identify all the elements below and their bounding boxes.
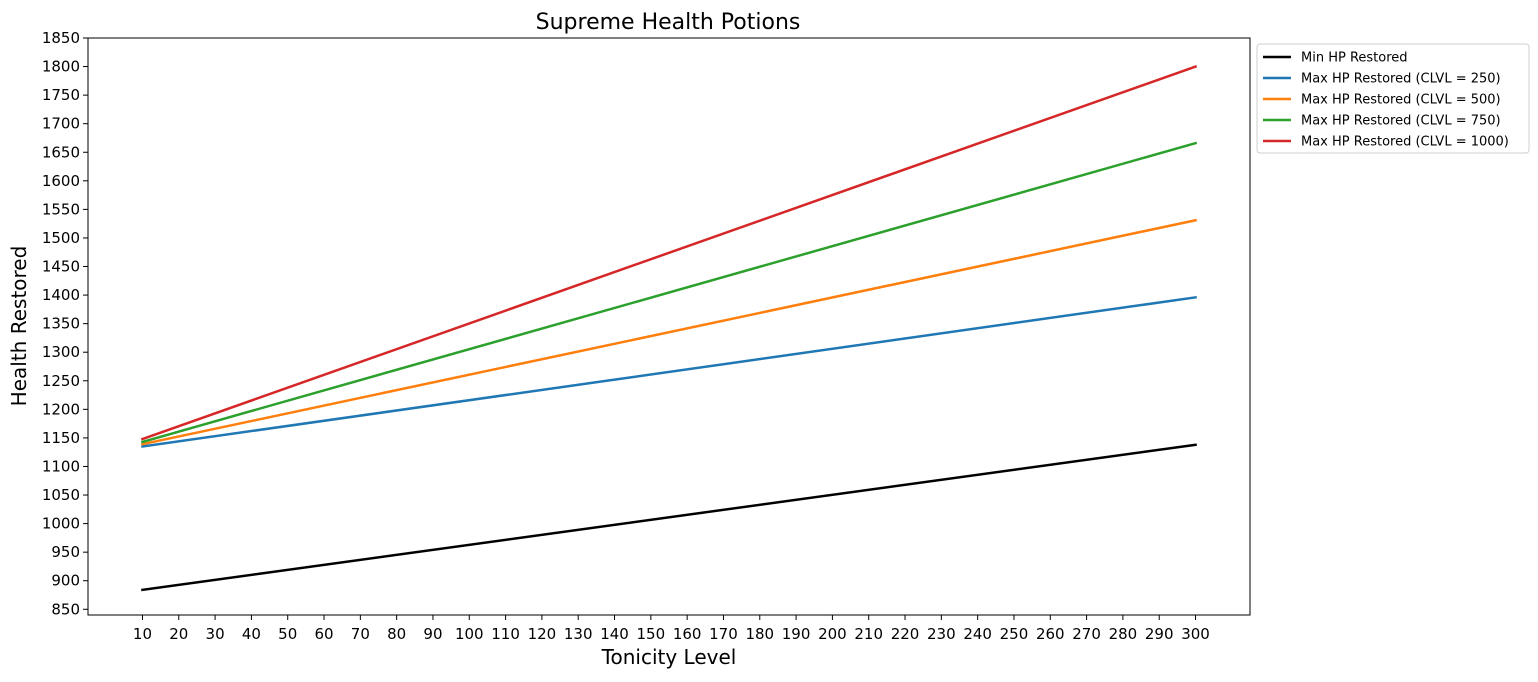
y-tick-label: 1300 bbox=[42, 343, 80, 361]
x-tick-label: 250 bbox=[1000, 625, 1029, 643]
y-tick-label: 1250 bbox=[42, 372, 80, 390]
x-tick-label: 30 bbox=[206, 625, 225, 643]
x-tick-label: 130 bbox=[564, 625, 593, 643]
y-tick-label: 1700 bbox=[42, 115, 80, 133]
x-tick-label: 210 bbox=[854, 625, 883, 643]
x-tick-label: 80 bbox=[387, 625, 406, 643]
x-tick-label: 280 bbox=[1109, 625, 1138, 643]
x-axis-label: Tonicity Level bbox=[601, 645, 737, 669]
x-tick-label: 20 bbox=[169, 625, 188, 643]
series-line-4 bbox=[140, 141, 1198, 444]
x-tick-label: 70 bbox=[351, 625, 370, 643]
y-tick-label: 1350 bbox=[42, 315, 80, 333]
y-tick-label: 1400 bbox=[42, 286, 80, 304]
y-tick-label: 950 bbox=[51, 543, 80, 561]
series-lines bbox=[140, 64, 1198, 592]
y-tick-label: 1650 bbox=[42, 143, 80, 161]
y-tick-label: 1000 bbox=[42, 515, 80, 533]
series-line-5 bbox=[140, 64, 1198, 441]
legend-entry-label: Max HP Restored (CLVL = 1000) bbox=[1301, 135, 1509, 150]
legend-entry-label: Max HP Restored (CLVL = 500) bbox=[1301, 93, 1501, 108]
x-tick-label: 240 bbox=[963, 625, 992, 643]
x-tick-label: 10 bbox=[133, 625, 152, 643]
x-tick-label: 110 bbox=[491, 625, 520, 643]
y-tick-label: 1850 bbox=[42, 29, 80, 47]
x-tick-label: 90 bbox=[423, 625, 442, 643]
x-tick-label: 160 bbox=[673, 625, 702, 643]
series-line-2 bbox=[141, 295, 1197, 448]
x-tick-label: 100 bbox=[455, 625, 484, 643]
x-tick-label: 220 bbox=[891, 625, 920, 643]
y-tick-label: 1600 bbox=[42, 172, 80, 190]
x-tick-label: 140 bbox=[600, 625, 629, 643]
y-tick-label: 1550 bbox=[42, 200, 80, 218]
y-tick-label: 1100 bbox=[42, 457, 80, 475]
x-tick-label: 270 bbox=[1072, 625, 1101, 643]
x-tick-label: 170 bbox=[709, 625, 738, 643]
chart-title: Supreme Health Potions bbox=[536, 10, 801, 35]
x-tick-label: 50 bbox=[278, 625, 297, 643]
x-tick-label: 40 bbox=[242, 625, 261, 643]
y-tick-label: 1050 bbox=[42, 486, 80, 504]
legend-entry-label: Max HP Restored (CLVL = 750) bbox=[1301, 114, 1501, 129]
y-axis: 850 900 950 1000 1050 1100 1150 1200 1250 1300 135… bbox=[42, 29, 88, 618]
x-tick-label: 190 bbox=[782, 625, 811, 643]
x-tick-label: 290 bbox=[1145, 625, 1174, 643]
y-axis-label: Health Restored bbox=[7, 246, 31, 407]
x-axis: 10 20 30 40 50 60 70 80 90 100 110 120 130 140 150 160 1… bbox=[133, 615, 1210, 643]
x-tick-label: 60 bbox=[314, 625, 333, 643]
legend-entry-label: Min HP Restored bbox=[1301, 51, 1408, 66]
y-tick-label: 850 bbox=[51, 600, 80, 618]
y-tick-label: 1750 bbox=[42, 86, 80, 104]
x-tick-label: 150 bbox=[637, 625, 666, 643]
x-tick-label: 200 bbox=[818, 625, 847, 643]
y-tick-label: 1450 bbox=[42, 258, 80, 276]
legend-frame bbox=[1256, 43, 1530, 154]
x-tick-label: 180 bbox=[745, 625, 774, 643]
legend: Min HP Restored Max HP Restored (CLVL = 2… bbox=[1256, 43, 1530, 154]
x-tick-label: 300 bbox=[1181, 625, 1210, 643]
x-tick-label: 230 bbox=[927, 625, 956, 643]
legend-entry-label: Max HP Restored (CLVL = 250) bbox=[1301, 72, 1501, 87]
x-tick-label: 120 bbox=[528, 625, 557, 643]
y-tick-label: 1150 bbox=[42, 429, 80, 447]
y-tick-label: 900 bbox=[51, 572, 80, 590]
y-tick-label: 1800 bbox=[42, 58, 80, 76]
y-tick-label: 1200 bbox=[42, 400, 80, 418]
x-tick-label: 260 bbox=[1036, 625, 1065, 643]
series-line-1 bbox=[141, 443, 1197, 592]
y-tick-label: 1500 bbox=[42, 229, 80, 247]
series-line-3 bbox=[140, 218, 1198, 446]
plot-area bbox=[87, 37, 1251, 616]
